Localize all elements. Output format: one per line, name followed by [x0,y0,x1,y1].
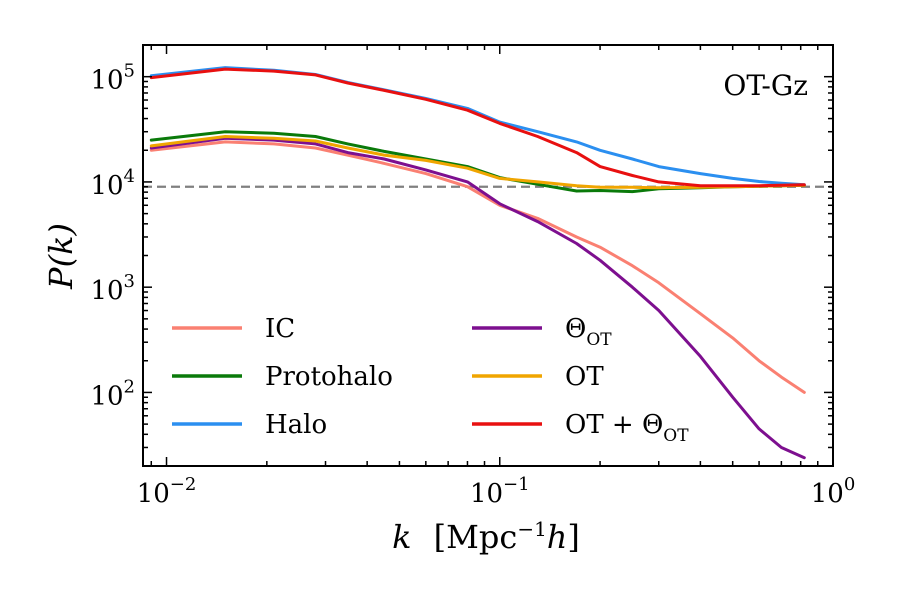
y-tick-label: 103 [90,271,135,306]
x-axis-label-unit: [Mpc [434,518,518,556]
x-axis-label: k [Mpc−1h] [392,517,580,556]
legend-label-theta-ot: ΘOT [565,314,612,350]
y-tick-label: 105 [90,61,135,96]
legend-label-ic: IC [265,314,295,344]
tick-labels-layer: 10−2 10−1 100 102 103 104 105 [90,61,855,509]
series-layer [149,66,806,460]
legend-label-ot-plus-theta-ot: OT + ΘOT [565,410,689,446]
legend-label-ot: OT [565,362,604,392]
x-axis-label-close: ] [567,518,579,556]
series-line-halo [149,66,806,187]
plot-frame [142,44,834,467]
y-tick-label: 104 [90,166,135,201]
x-axis-label-exponent: −1 [517,517,546,541]
x-tick-label: 10−2 [137,474,197,509]
legend: IC Protohalo Halo ΘOT OT OT + ΘOT [172,314,689,446]
x-tick-label: 100 [811,474,856,509]
series-line-theta-ot [149,136,806,460]
x-axis-label-k: k [392,518,411,556]
y-axis-label: P(k) [42,223,80,290]
series-line-ic [149,140,806,394]
legend-label-protohalo: Protohalo [265,362,393,392]
x-axis-label-h: h [547,518,568,556]
y-tick-label: 102 [90,376,135,411]
x-tick-label: 10−1 [470,474,530,509]
legend-label-halo: Halo [265,410,327,440]
chart-annotation: OT-Gz [723,69,808,102]
ticks-layer [143,44,834,467]
series-line-ot-plus-theta-ot [149,67,806,188]
